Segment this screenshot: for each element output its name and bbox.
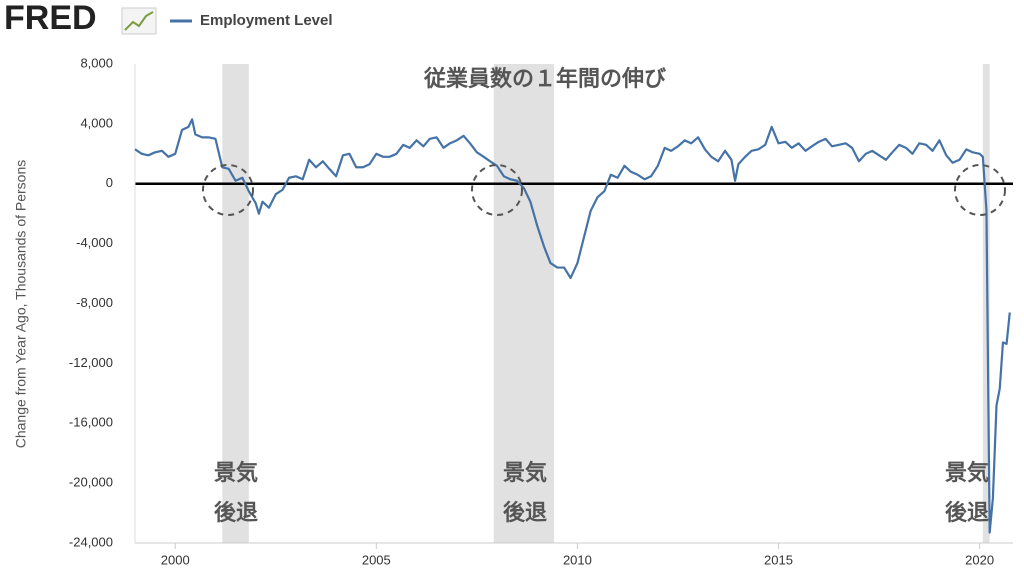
x-tick-label: 2020	[965, 552, 994, 567]
y-axis-title: Change from Year Ago, Thousands of Perso…	[13, 160, 29, 449]
x-tick-label: 2005	[362, 552, 391, 567]
y-tick-label: -8,000	[76, 295, 113, 310]
legend-label: Employment Level	[200, 12, 333, 29]
y-tick-label: -16,000	[69, 415, 113, 430]
annotation: 後退	[945, 500, 989, 525]
x-tick-label: 2000	[161, 552, 190, 567]
y-tick-label: 0	[106, 175, 113, 190]
annotation: 景気	[945, 460, 989, 485]
x-tick-label: 2010	[563, 552, 592, 567]
series-line	[134, 118, 1011, 534]
annotation: 景気	[503, 460, 547, 485]
annotation: 後退	[503, 500, 547, 525]
logo: FRED	[4, 0, 97, 37]
y-tick-label: -24,000	[69, 534, 113, 549]
recession-band	[493, 64, 555, 543]
annotation: 景気	[214, 460, 258, 485]
logo-icon	[121, 7, 157, 35]
y-tick-label: -12,000	[69, 355, 113, 370]
y-tick-label: 4,000	[80, 115, 113, 130]
annotation: 後退	[214, 500, 258, 525]
chart-title: 従業員数の１年間の伸び	[423, 66, 666, 91]
recession-band	[982, 64, 990, 543]
x-tick-label: 2015	[764, 552, 793, 567]
recession-band	[222, 64, 249, 543]
y-tick-label: 8,000	[80, 55, 113, 70]
y-tick-label: -4,000	[76, 235, 113, 250]
y-tick-label: -20,000	[69, 475, 113, 490]
highlight-circles	[202, 164, 1006, 216]
